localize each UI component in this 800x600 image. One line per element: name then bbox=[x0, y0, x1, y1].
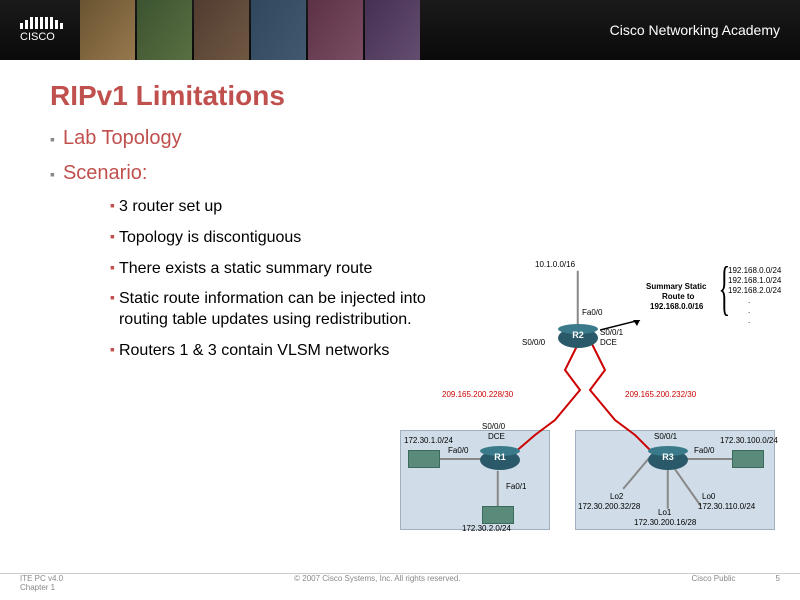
net-r3-lo0: 172.30.110.0/24 bbox=[698, 502, 755, 511]
footer-public: Cisco Public bbox=[692, 574, 736, 592]
footer-chapter: Chapter 1 bbox=[20, 583, 63, 592]
network-diagram: R2 R1 R3 10.1.0.0/16 Fa0/0 S0/0/0 S0/0/1… bbox=[400, 260, 780, 540]
int-r1-dce: DCE bbox=[488, 432, 505, 441]
sum-dots: . bbox=[748, 316, 750, 325]
router-r3: R3 bbox=[648, 450, 688, 474]
int-r1-fa01: Fa0/1 bbox=[506, 482, 526, 491]
net-top: 10.1.0.0/16 bbox=[535, 260, 575, 269]
bullet-text: Lab Topology bbox=[63, 127, 182, 150]
bullet-marker-icon: ▪ bbox=[50, 131, 55, 147]
footer-copyright: © 2007 Cisco Systems, Inc. All rights re… bbox=[294, 574, 460, 592]
sum-net-2: 192.168.1.0/24 bbox=[728, 276, 781, 285]
header-bar: CISCO Cisco Networking Academy bbox=[0, 0, 800, 60]
switch-r3 bbox=[732, 450, 764, 468]
sub-marker-icon: ▪ bbox=[110, 259, 115, 280]
summary-arrow bbox=[600, 320, 650, 345]
academy-text: Cisco Networking Academy bbox=[610, 22, 780, 38]
router-label: R2 bbox=[572, 330, 584, 340]
net-wan2: 209.165.200.232/30 bbox=[625, 390, 696, 399]
router-label: R1 bbox=[494, 452, 506, 462]
bullet-text: Scenario: bbox=[63, 162, 148, 185]
slide-title: RIPv1 Limitations bbox=[50, 80, 800, 112]
sub-text: Static route information can be injected… bbox=[119, 289, 440, 331]
sub-marker-icon: ▪ bbox=[110, 289, 115, 331]
footer-page: 5 bbox=[776, 574, 780, 592]
int-r2-s000: S0/0/0 bbox=[522, 338, 545, 347]
net-r3-lo2: 172.30.200.32/28 bbox=[578, 502, 640, 511]
footer-left: ITE PC v4.0 Chapter 1 bbox=[20, 574, 63, 592]
sub-marker-icon: ▪ bbox=[110, 228, 115, 249]
summary-title: Summary Static bbox=[646, 282, 706, 291]
link-r3-lo1 bbox=[667, 469, 669, 509]
sub-bullet-list: ▪3 router set up ▪Topology is discontigu… bbox=[110, 197, 440, 362]
footer-course: ITE PC v4.0 bbox=[20, 574, 63, 583]
sum-net-1: 192.168.0.0/24 bbox=[728, 266, 781, 275]
net-r1-lan2: 172.30.2.0/24 bbox=[462, 524, 511, 533]
net-r1-lan1: 172.30.1.0/24 bbox=[404, 436, 453, 445]
int-r3-lo1: Lo1 bbox=[658, 508, 671, 517]
sum-net-3: 192.168.2.0/24 bbox=[728, 286, 781, 295]
net-r3-lan1: 172.30.100.0/24 bbox=[720, 436, 778, 445]
sub-text: There exists a static summary route bbox=[119, 259, 372, 280]
switch-r1-2 bbox=[482, 506, 514, 524]
sub-marker-icon: ▪ bbox=[110, 341, 115, 362]
bullet-marker-icon: ▪ bbox=[50, 166, 55, 182]
footer: ITE PC v4.0 Chapter 1 © 2007 Cisco Syste… bbox=[0, 574, 800, 592]
cisco-logo: CISCO bbox=[20, 17, 63, 43]
int-r3-lo2: Lo2 bbox=[610, 492, 623, 501]
net-wan1: 209.165.200.228/30 bbox=[442, 390, 513, 399]
router-label: R3 bbox=[662, 452, 674, 462]
net-r3-lo1: 172.30.200.16/28 bbox=[634, 518, 696, 527]
int-r1-fa00: Fa0/0 bbox=[448, 446, 468, 455]
int-r2-fa00: Fa0/0 bbox=[582, 308, 602, 317]
logo-text: CISCO bbox=[20, 31, 63, 43]
int-r3-s001: S0/0/1 bbox=[654, 432, 677, 441]
bullet-lab-topology: ▪ Lab Topology bbox=[50, 127, 750, 150]
switch-r1-1 bbox=[408, 450, 440, 468]
header-photos bbox=[80, 0, 480, 60]
footer-right: Cisco Public 5 bbox=[692, 574, 780, 592]
link-r2-top bbox=[577, 271, 579, 331]
int-r3-fa00: Fa0/0 bbox=[694, 446, 714, 455]
int-r1-s000: S0/0/0 bbox=[482, 422, 505, 431]
bullet-scenario: ▪ Scenario: bbox=[50, 162, 750, 185]
sub-text: Routers 1 & 3 contain VLSM networks bbox=[119, 341, 389, 362]
summary-route: Route to bbox=[662, 292, 694, 301]
sum-dots: . bbox=[748, 296, 750, 305]
int-r3-lo0: Lo0 bbox=[702, 492, 715, 501]
sub-text: Topology is discontiguous bbox=[119, 228, 301, 249]
sub-text: 3 router set up bbox=[119, 197, 222, 218]
router-r1: R1 bbox=[480, 450, 520, 474]
sum-dots: . bbox=[748, 306, 750, 315]
sub-marker-icon: ▪ bbox=[110, 197, 115, 218]
summary-net: 192.168.0.0/16 bbox=[650, 302, 703, 311]
router-r2: R2 bbox=[558, 328, 598, 352]
link-r3-sw bbox=[686, 458, 736, 460]
